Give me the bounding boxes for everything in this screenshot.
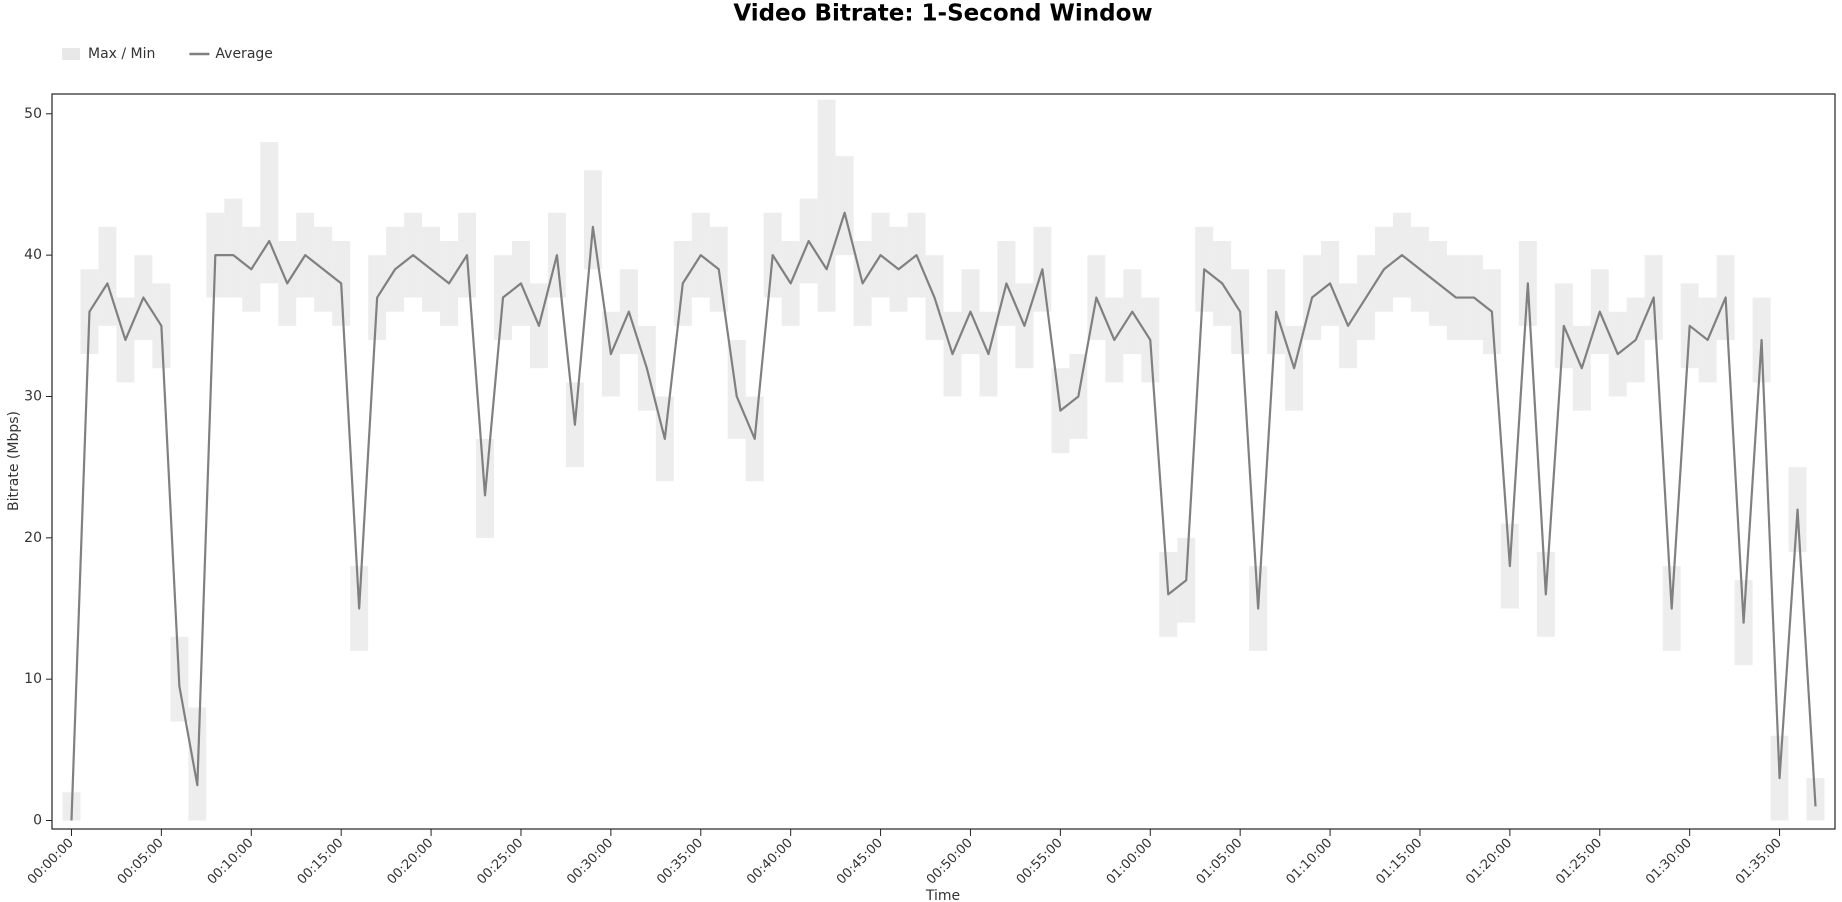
x-tick-label: 00:10:00 (205, 836, 257, 888)
x-tick-label: 01:05:00 (1194, 836, 1246, 888)
max-min-band (817, 99, 836, 312)
plot-frame (51, 93, 1836, 830)
x-tick-label: 00:25:00 (474, 836, 526, 888)
legend-swatch (62, 48, 80, 60)
average-line (70, 211, 1817, 821)
y-tick-label: 40 (24, 247, 42, 263)
y-tick-label: 10 (24, 671, 42, 687)
legend-label: Max / Min (88, 46, 155, 62)
x-tick-label: 00:15:00 (295, 836, 347, 888)
max-min-band (583, 170, 602, 270)
chart-title: Video Bitrate: 1-Second Window (733, 1, 1152, 27)
x-tick-label: 00:50:00 (924, 836, 976, 888)
x-tick-label: 00:05:00 (115, 836, 167, 888)
x-tick-label: 00:20:00 (384, 836, 436, 888)
y-tick-label: 20 (24, 530, 42, 546)
x-tick-label: 01:35:00 (1733, 836, 1785, 888)
x-tick-label: 01:00:00 (1104, 836, 1156, 888)
x-tick-label: 00:30:00 (564, 836, 616, 888)
x-tick-label: 00:55:00 (1014, 836, 1066, 888)
x-tick-label: 01:20:00 (1463, 836, 1515, 888)
max-min-band (260, 142, 279, 284)
y-tick-label: 0 (33, 813, 42, 829)
x-tick-label: 01:30:00 (1643, 836, 1695, 888)
max-min-band (98, 226, 117, 326)
x-tick-label: 01:15:00 (1373, 836, 1425, 888)
x-axis-label: Time (925, 888, 960, 902)
legend-label: Average (215, 46, 273, 62)
max-min-band (224, 198, 243, 298)
x-tick-label: 00:00:00 (25, 836, 77, 888)
x-tick-label: 00:35:00 (654, 836, 706, 888)
x-tick-label: 01:25:00 (1553, 836, 1605, 888)
y-tick-label: 30 (24, 388, 42, 404)
x-tick-label: 00:45:00 (834, 836, 886, 888)
x-tick-label: 00:40:00 (744, 836, 796, 888)
y-tick-label: 50 (24, 106, 42, 122)
x-tick-label: 01:10:00 (1283, 836, 1335, 888)
y-axis-label: Bitrate (Mbps) (6, 411, 22, 511)
